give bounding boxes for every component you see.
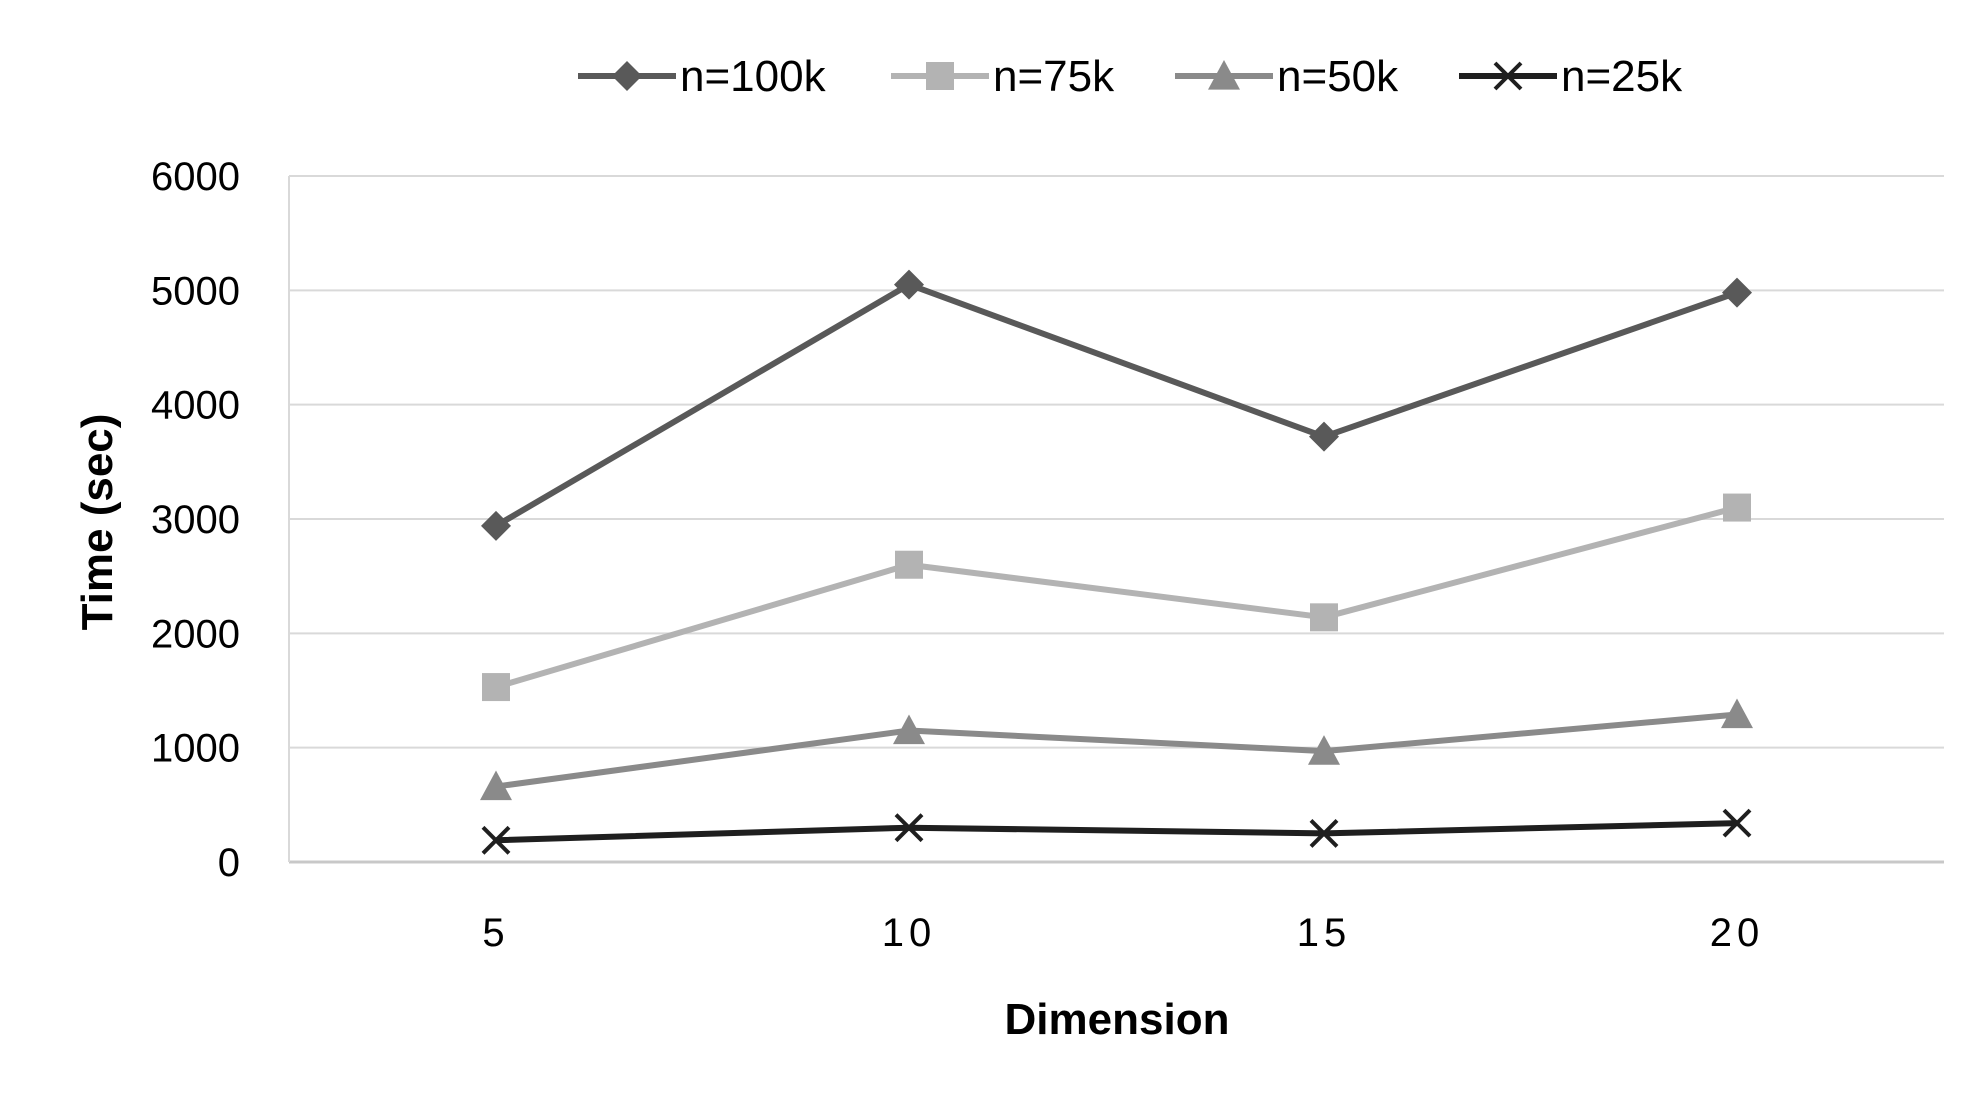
gridlines xyxy=(289,175,1944,864)
data-point xyxy=(1309,421,1339,452)
y-tick-label: 1000 xyxy=(151,727,240,771)
legend-item: n=25k xyxy=(1459,52,1683,101)
x-axis-title: Dimension xyxy=(1005,995,1230,1044)
data-point xyxy=(1723,493,1751,522)
data-point xyxy=(1721,698,1753,729)
data-point xyxy=(1309,819,1339,848)
legend-marker xyxy=(926,62,954,90)
axes: 0 1000 2000 3000 4000 5000 6000 5 10 15 20 xyxy=(151,155,1765,955)
data-point xyxy=(480,770,512,801)
series-n=50k xyxy=(480,698,1753,801)
series-n=25k xyxy=(481,808,1752,855)
series-n=75k xyxy=(482,493,1751,702)
data-point xyxy=(481,825,511,855)
y-tick-label: 2000 xyxy=(151,612,240,656)
y-tick-label: 6000 xyxy=(151,155,240,199)
y-tick-label: 0 xyxy=(218,841,240,885)
y-axis-title: Time (sec) xyxy=(73,414,122,631)
legend-marker xyxy=(612,61,642,91)
legend-label: n=50k xyxy=(1277,52,1399,101)
series-line xyxy=(494,281,1738,529)
legend-item: n=75k xyxy=(891,52,1115,101)
legend: n=100k n=75k n=50k n=25k xyxy=(578,52,1683,101)
y-tick-label: 5000 xyxy=(151,269,240,313)
legend-item: n=100k xyxy=(578,52,827,101)
series-line xyxy=(495,711,1738,790)
data-point xyxy=(482,673,510,702)
data-point xyxy=(893,714,925,745)
data-point xyxy=(1310,603,1338,632)
series-n=100k xyxy=(481,269,1752,541)
legend-label: n=25k xyxy=(1561,52,1683,101)
data-point xyxy=(895,550,923,579)
legend-marker xyxy=(1208,60,1240,90)
series-layer xyxy=(480,269,1753,855)
x-tick-label: 5 xyxy=(482,911,509,955)
x-tick-label: 20 xyxy=(1710,911,1765,955)
legend-marker xyxy=(1493,61,1523,91)
legend-label: n=75k xyxy=(993,52,1115,101)
y-tick-label: 3000 xyxy=(151,498,240,542)
data-point xyxy=(1308,735,1340,765)
x-tick-label: 15 xyxy=(1297,911,1352,955)
data-point xyxy=(1722,277,1752,308)
y-tick-label: 4000 xyxy=(151,384,240,428)
data-point xyxy=(481,510,511,541)
series-line xyxy=(495,820,1738,844)
legend-item: n=50k xyxy=(1175,52,1399,101)
data-point xyxy=(894,813,924,843)
data-point xyxy=(894,269,924,300)
legend-label: n=100k xyxy=(680,52,827,101)
x-tick-label: 10 xyxy=(882,911,937,955)
data-point xyxy=(1722,808,1752,838)
series-line xyxy=(495,504,1738,690)
